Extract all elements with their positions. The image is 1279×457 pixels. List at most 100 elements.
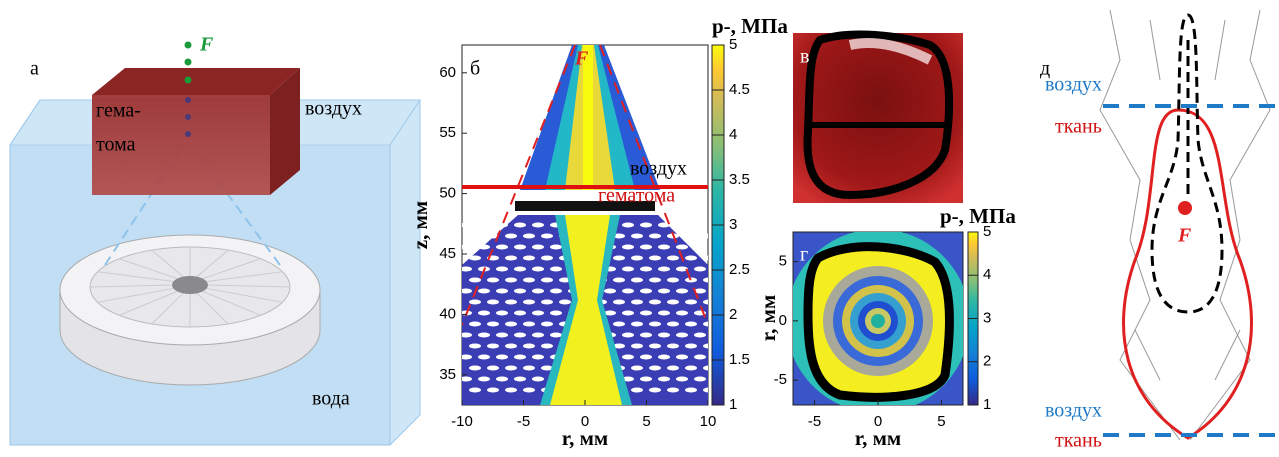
interference-band: [532, 266, 544, 272]
colorbar-tick-label: 2: [983, 353, 991, 370]
focus-label: F: [1177, 225, 1192, 247]
interference-band: [462, 332, 472, 338]
y-axis-label: z, мм: [408, 201, 432, 249]
interference-band: [505, 365, 517, 371]
interference-band: [685, 255, 697, 261]
interference-band: [667, 343, 679, 349]
interference-band: [676, 288, 688, 294]
interference-band: [541, 299, 553, 305]
interference-band: [462, 288, 472, 294]
interference-band: [523, 299, 535, 305]
interference-band: [541, 255, 553, 261]
interference-band: [469, 255, 481, 261]
y-tick-label: 60: [439, 64, 456, 81]
air-label: воздух: [1045, 74, 1102, 96]
interference-band: [649, 233, 661, 239]
x-axis-label: r, мм: [855, 426, 902, 450]
interference-band: [505, 255, 517, 261]
interference-band: [676, 332, 688, 338]
interference-band: [667, 321, 679, 327]
interference-band: [649, 321, 661, 327]
interference-band: [469, 233, 481, 239]
water-label: вода: [312, 388, 350, 410]
interference-band: [658, 376, 670, 382]
interference-band: [532, 244, 544, 250]
interference-band: [496, 332, 508, 338]
interference-band: [631, 365, 643, 371]
spoke: [202, 258, 261, 280]
pressure-field: [462, 45, 708, 405]
interference-band: [703, 277, 708, 283]
interference-band: [649, 343, 661, 349]
spoke: [206, 271, 283, 283]
hematoma-photo: [793, 33, 963, 203]
interference-band: [667, 255, 679, 261]
spoke: [119, 290, 178, 316]
interference-band: [640, 310, 652, 316]
focal-contour: [1150, 13, 1224, 314]
interference-band: [613, 277, 625, 283]
interference-band: [640, 332, 652, 338]
interference-band: [658, 310, 670, 316]
interference-band: [613, 343, 625, 349]
interference-band: [514, 332, 526, 338]
hematoma-label: тома: [96, 134, 136, 156]
panel-label: а: [30, 58, 39, 80]
interference-band: [469, 343, 481, 349]
interference-band: [658, 354, 670, 360]
focus-point: [1178, 201, 1192, 215]
interference-band: [532, 354, 544, 360]
interference-band: [496, 376, 508, 382]
hematoma-top: [92, 68, 300, 95]
interference-band: [604, 288, 616, 294]
interference-band: [694, 222, 706, 228]
interference-band: [649, 365, 661, 371]
interference-band: [462, 266, 472, 272]
interference-band: [462, 244, 472, 250]
interference-band: [703, 299, 708, 305]
interference-band: [478, 354, 490, 360]
interference-band: [667, 365, 679, 371]
interference-band: [541, 365, 553, 371]
focus-label: F: [199, 34, 214, 56]
transducer-center: [172, 276, 208, 294]
outline-contours: [1099, 9, 1271, 441]
interference-band: [523, 277, 535, 283]
interference-band: [676, 266, 688, 272]
colorbar-title: p-, МПа: [712, 14, 788, 38]
interference-band: [559, 299, 571, 305]
colorbar-tick-label: 4.5: [729, 81, 750, 98]
interference-band: [685, 299, 697, 305]
interference-band: [505, 321, 517, 327]
x-tick-label: 10: [700, 413, 717, 430]
interference-band: [622, 310, 634, 316]
y-tick-label: 55: [439, 124, 456, 141]
y-tick-label: 5: [779, 253, 787, 270]
x-tick-label: -5: [808, 413, 821, 430]
interference-band: [631, 387, 643, 393]
interference-band: [613, 299, 625, 305]
spoke: [207, 284, 291, 288]
interference-band: [532, 376, 544, 382]
hematoma-side: [270, 68, 300, 195]
interference-band: [523, 387, 535, 393]
interference-band: [523, 233, 535, 239]
interference-band: [505, 277, 517, 283]
interference-band: [685, 387, 697, 393]
interference-band: [514, 222, 526, 228]
focus-label: F: [574, 48, 589, 70]
colorbar-tick-label: 3: [983, 309, 991, 326]
x-tick-label: 5: [937, 413, 945, 430]
interference-band: [523, 343, 535, 349]
interference-band: [523, 255, 535, 261]
interference-band: [532, 310, 544, 316]
interference-band: [505, 343, 517, 349]
spoke: [119, 258, 178, 280]
interference-band: [514, 288, 526, 294]
interference-band: [703, 233, 708, 239]
interference-band: [478, 332, 490, 338]
interference-band: [469, 321, 481, 327]
colorbar-tick-label: 3.5: [729, 171, 750, 188]
interference-band: [622, 354, 634, 360]
interference-band: [496, 354, 508, 360]
